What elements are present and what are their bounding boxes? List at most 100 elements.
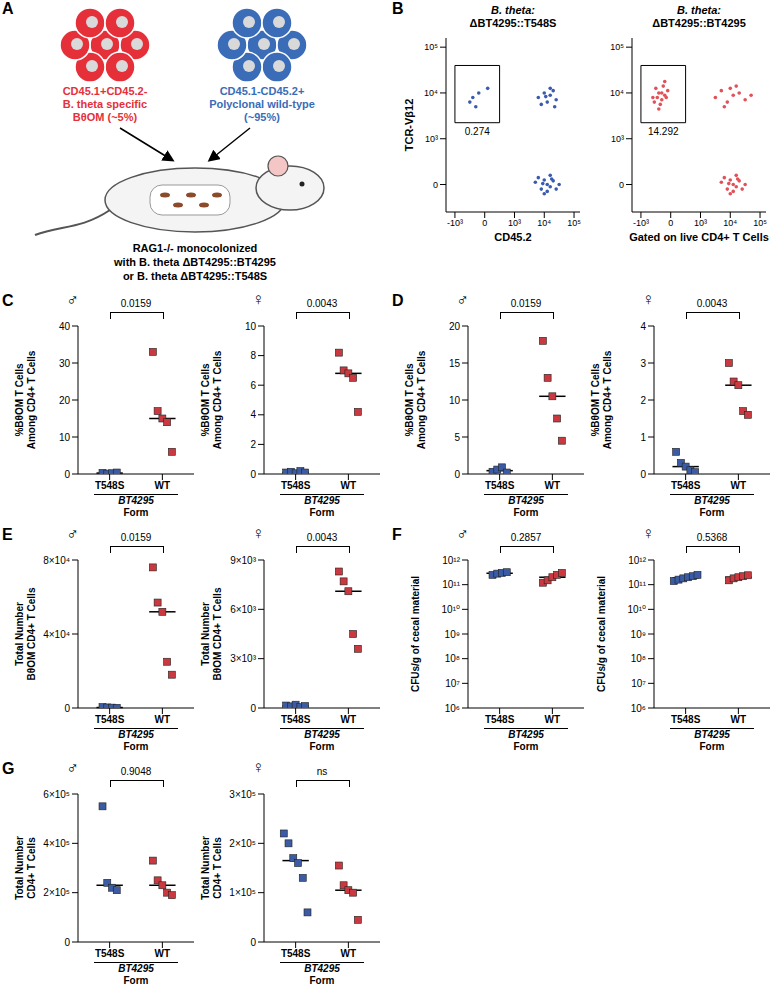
svg-text:10⁶: 10⁶ (631, 703, 646, 714)
svg-text:T548S: T548S (281, 948, 311, 959)
html-text:G: G (2, 760, 15, 777)
svg-text:WT: WT (341, 480, 357, 491)
svg-text:10⁷: 10⁷ (631, 678, 646, 689)
svg-text:0: 0 (482, 218, 487, 228)
svg-text:CD45.1-CD45.2+: CD45.1-CD45.2+ (220, 85, 305, 97)
svg-text:10³: 10³ (694, 218, 707, 228)
svg-text:1×10⁵: 1×10⁵ (229, 887, 256, 898)
svg-text:or B. theta ΔBT4295::T548S: or B. theta ΔBT4295::T548S (123, 270, 267, 282)
svg-text:0: 0 (64, 703, 70, 714)
svg-text:30: 30 (59, 358, 71, 369)
svg-text:3: 3 (640, 358, 646, 369)
svg-text:4×10⁴: 4×10⁴ (43, 629, 70, 640)
svg-text:2: 2 (250, 439, 256, 450)
svg-text:4: 4 (640, 321, 646, 332)
svg-text:0: 0 (64, 937, 70, 948)
svg-text:15: 15 (449, 358, 461, 369)
svg-text:10¹¹: 10¹¹ (442, 579, 460, 590)
svg-text:0: 0 (64, 469, 70, 480)
svg-text:10³: 10³ (425, 134, 438, 144)
svg-text:8×10⁴: 8×10⁴ (43, 555, 70, 566)
svg-text:10⁹: 10⁹ (631, 629, 646, 640)
svg-text:WT: WT (341, 948, 357, 959)
svg-text:20: 20 (449, 321, 461, 332)
svg-text:10⁷: 10⁷ (445, 678, 460, 689)
svg-text:14.292: 14.292 (648, 126, 679, 137)
svg-text:B. theta specific: B. theta specific (63, 98, 147, 110)
svg-text:T548S: T548S (671, 714, 701, 725)
svg-text:10: 10 (245, 321, 257, 332)
svg-text:RAG1-/- monocolonized: RAG1-/- monocolonized (133, 242, 258, 254)
svg-text:T548S: T548S (671, 480, 701, 491)
svg-text:10⁹: 10⁹ (445, 629, 460, 640)
svg-text:T548S: T548S (95, 948, 125, 959)
svg-text:T548S: T548S (485, 480, 515, 491)
svg-text:10⁸: 10⁸ (631, 653, 646, 664)
svg-text:BθOM (~5%): BθOM (~5%) (73, 111, 138, 123)
svg-text:5: 5 (454, 432, 460, 443)
svg-text:CD45.1+CD45.2-: CD45.1+CD45.2- (63, 85, 148, 97)
svg-text:3×10⁵: 3×10⁵ (229, 789, 256, 800)
svg-text:-10³: -10³ (633, 218, 649, 228)
svg-text:0: 0 (250, 469, 256, 480)
svg-text:T548S: T548S (281, 714, 311, 725)
svg-text:10³: 10³ (508, 218, 521, 228)
svg-text:WT: WT (155, 480, 171, 491)
svg-text:10⁸: 10⁸ (445, 653, 460, 664)
svg-text:T548S: T548S (95, 714, 125, 725)
svg-text:10⁵: 10⁵ (567, 218, 581, 228)
svg-text:0: 0 (619, 180, 624, 190)
svg-text:10: 10 (449, 395, 461, 406)
svg-text:10: 10 (59, 432, 71, 443)
svg-text:6×10³: 6×10³ (230, 604, 257, 615)
svg-text:3×10³: 3×10³ (230, 653, 257, 664)
svg-text:0: 0 (640, 469, 646, 480)
svg-text:6: 6 (250, 380, 256, 391)
svg-text:(~95%): (~95%) (244, 111, 280, 123)
svg-text:WT: WT (731, 714, 747, 725)
svg-text:0: 0 (454, 469, 460, 480)
svg-text:T548S: T548S (281, 480, 311, 491)
svg-text:10¹¹: 10¹¹ (628, 579, 646, 590)
svg-text:-10³: -10³ (447, 218, 463, 228)
svg-text:10⁴: 10⁴ (610, 88, 624, 98)
svg-text:2×10⁵: 2×10⁵ (229, 838, 256, 849)
svg-text:4: 4 (250, 409, 256, 420)
svg-text:10¹⁰: 10¹⁰ (628, 604, 646, 615)
svg-text:10⁶: 10⁶ (445, 703, 460, 714)
svg-text:10³: 10³ (611, 134, 624, 144)
svg-text:10¹⁰: 10¹⁰ (442, 604, 460, 615)
svg-text:9×10³: 9×10³ (230, 555, 257, 566)
svg-text:WT: WT (155, 948, 171, 959)
svg-text:WT: WT (731, 480, 747, 491)
svg-text:10⁵: 10⁵ (753, 218, 767, 228)
svg-text:10⁵: 10⁵ (424, 42, 438, 52)
svg-text:0: 0 (668, 218, 673, 228)
svg-text:10¹²: 10¹² (442, 555, 460, 566)
svg-text:WT: WT (341, 714, 357, 725)
svg-text:10⁴: 10⁴ (723, 218, 737, 228)
svg-text:10⁴: 10⁴ (424, 88, 438, 98)
svg-text:WT: WT (545, 714, 561, 725)
svg-text:WT: WT (155, 714, 171, 725)
svg-text:with B. theta ΔBT4295::BT4295: with B. theta ΔBT4295::BT4295 (113, 256, 276, 268)
svg-text:10⁵: 10⁵ (610, 42, 624, 52)
svg-text:T548S: T548S (485, 714, 515, 725)
svg-text:10¹²: 10¹² (628, 555, 646, 566)
svg-text:0: 0 (250, 703, 256, 714)
svg-text:20: 20 (59, 395, 71, 406)
svg-text:Polyclonal wild-type: Polyclonal wild-type (209, 98, 315, 110)
svg-text:6×10⁵: 6×10⁵ (43, 789, 70, 800)
svg-text:WT: WT (545, 480, 561, 491)
svg-text:0: 0 (433, 180, 438, 190)
svg-text:0.274: 0.274 (465, 126, 490, 137)
svg-text:40: 40 (59, 321, 71, 332)
svg-text:8: 8 (250, 350, 256, 361)
svg-text:T548S: T548S (95, 480, 125, 491)
svg-text:10⁴: 10⁴ (537, 218, 551, 228)
svg-text:1: 1 (640, 432, 646, 443)
svg-text:4×10⁵: 4×10⁵ (43, 838, 70, 849)
svg-text:0: 0 (250, 937, 256, 948)
svg-text:2: 2 (640, 395, 646, 406)
svg-text:2×10⁵: 2×10⁵ (43, 887, 70, 898)
